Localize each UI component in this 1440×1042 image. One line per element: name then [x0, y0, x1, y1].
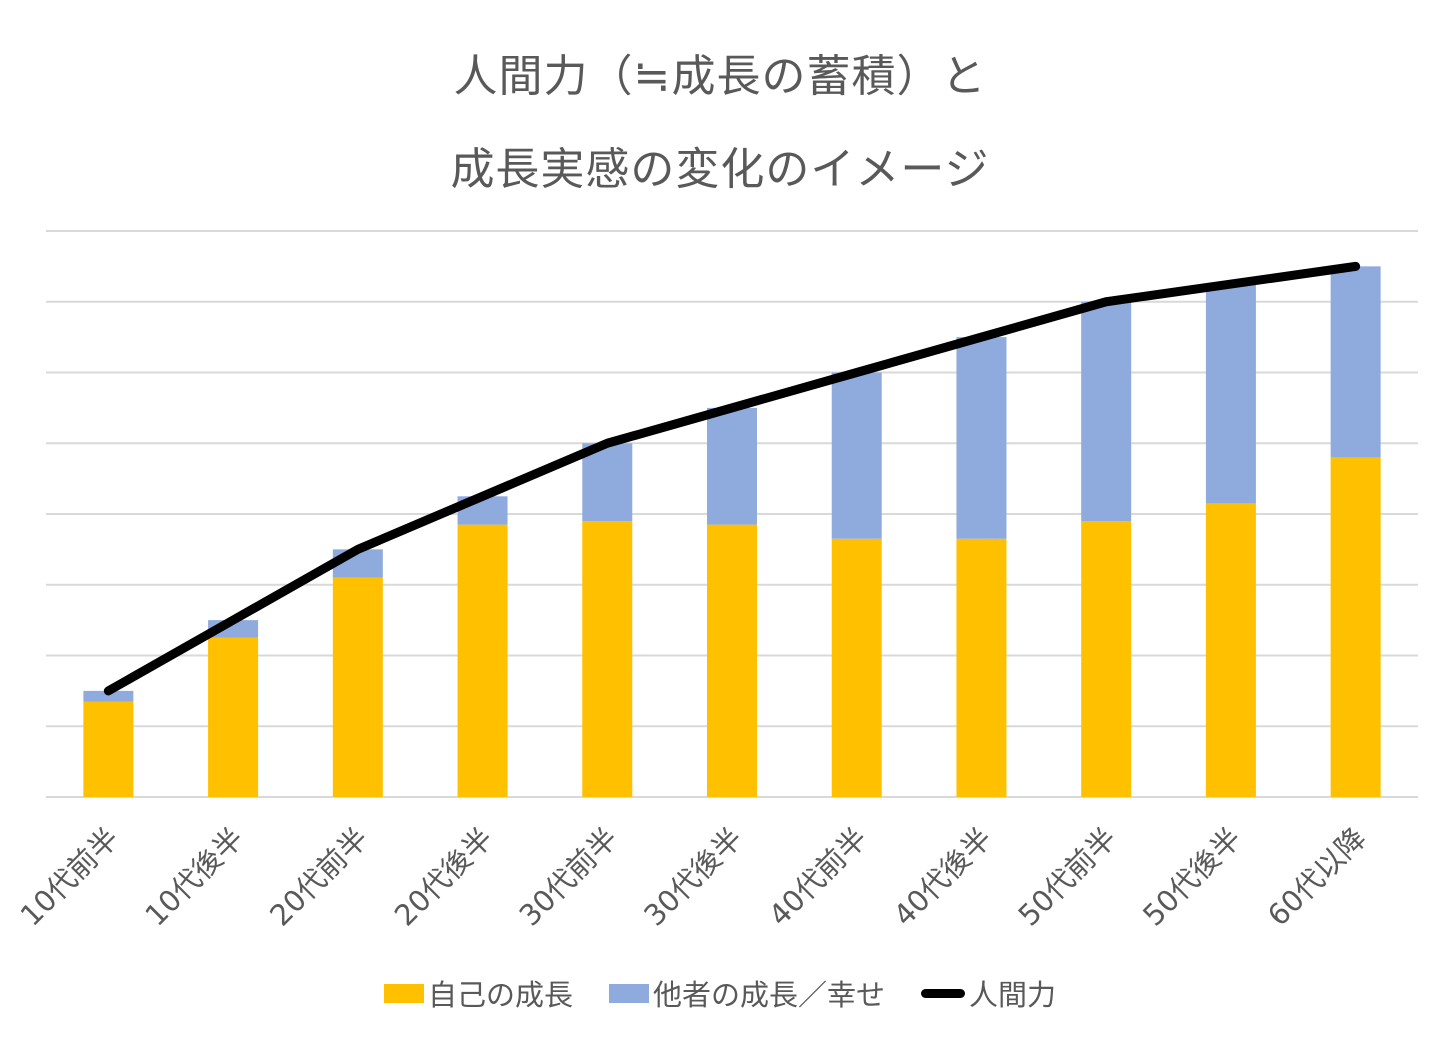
bar-self-growth	[831, 538, 882, 797]
legend-item-human-power: 人間力	[921, 972, 1056, 1014]
bar-others-growth	[831, 372, 882, 539]
chart-title-line-2: 成長実感の変化のイメージ	[450, 144, 990, 195]
legend: 自己の成長 他者の成長／幸せ 人間力	[0, 972, 1440, 1014]
bar-self-growth	[1205, 503, 1256, 797]
bar-others-growth	[1081, 301, 1132, 522]
line-human-power	[103, 261, 1361, 696]
x-tick-label: 20代前半	[263, 821, 375, 933]
x-tick-label: 30代前半	[513, 821, 625, 933]
legend-item-self-growth: 自己の成長	[383, 972, 573, 1014]
bar-others-growth	[707, 407, 757, 525]
x-tick-label: 40代前半	[762, 821, 874, 933]
x-axis-labels: 10代前半 10代後半 20代前半 20代後半 30代前半 30代後半 40代前半 40代後半…	[14, 821, 1373, 933]
legend-line-human-power	[921, 988, 965, 998]
legend-label: 人間力	[969, 978, 1057, 1012]
bar-others-growth	[582, 443, 633, 522]
x-tick-label: 20代後半	[388, 821, 500, 933]
bar-others-growth	[956, 337, 1007, 539]
bar-others-growth	[1205, 284, 1256, 504]
x-tick-label: 60代以降	[1261, 821, 1373, 933]
chart-title-line-1: 人間力（≒成長の蓄積）と	[453, 51, 987, 102]
bar-self-growth	[1081, 521, 1132, 797]
x-tick-label: 30代後半	[637, 821, 749, 933]
x-tick-label: 50代前半	[1011, 821, 1123, 933]
legend-swatch-others-growth	[608, 983, 649, 1003]
bar-self-growth	[208, 637, 259, 797]
bar-self-growth	[332, 577, 383, 797]
bar-self-growth	[1330, 457, 1381, 797]
x-tick-label: 50代後半	[1136, 821, 1248, 933]
x-tick-label: 40代後半	[887, 821, 999, 933]
bar-self-growth	[707, 524, 757, 797]
bar-self-growth	[956, 538, 1007, 797]
legend-label: 他者の成長／幸せ	[652, 978, 885, 1012]
line-series	[103, 261, 1361, 696]
legend-swatch-self-growth	[383, 983, 424, 1003]
x-tick-label: 10代後半	[138, 821, 250, 933]
x-tick-label: 10代前半	[14, 821, 126, 933]
bar-others-growth	[83, 690, 134, 702]
bar-self-growth	[83, 701, 134, 797]
bar-self-growth	[457, 524, 508, 797]
bar-self-growth	[582, 521, 633, 797]
bars	[83, 266, 1381, 797]
bar-others-growth	[1330, 266, 1381, 458]
legend-label: 自己の成長	[427, 978, 573, 1012]
legend-item-others-growth: 他者の成長／幸せ	[608, 972, 885, 1014]
